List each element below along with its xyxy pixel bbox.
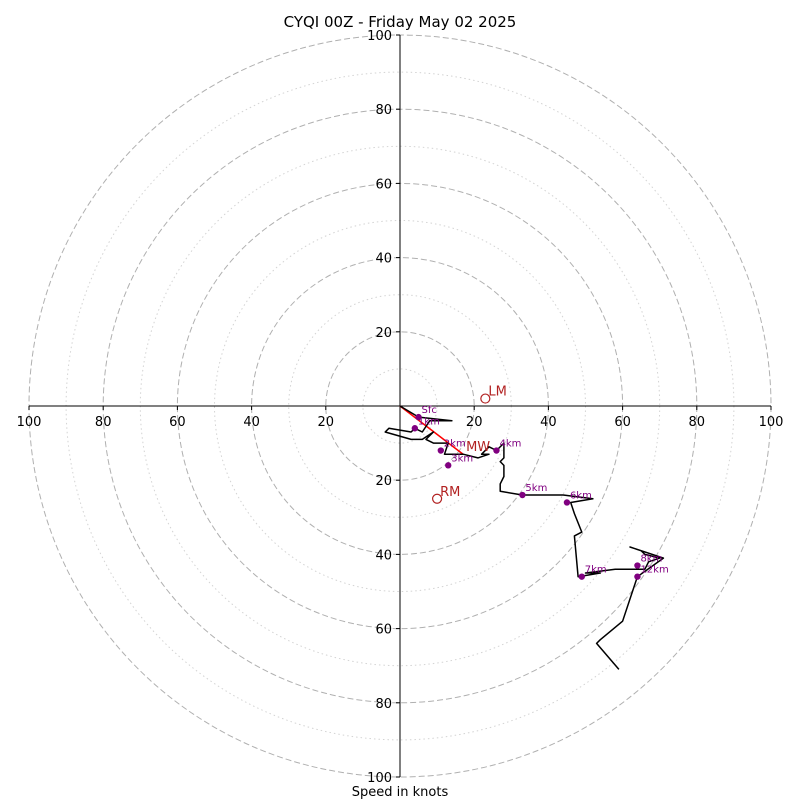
height-marker-label: 1km <box>418 416 440 427</box>
y-tick-label: 40 <box>375 252 392 267</box>
height-marker-label: 7km <box>585 565 607 576</box>
y-tick-label: 20 <box>375 326 392 341</box>
storm-motion-marker <box>480 393 491 404</box>
x-tick-label: 40 <box>243 415 260 430</box>
storm-motion-label: MW <box>466 440 490 455</box>
height-marker-dot <box>634 562 641 569</box>
height-marker-dot <box>493 447 500 454</box>
shear-vector <box>399 405 464 455</box>
x-tick-label: 20 <box>466 415 483 430</box>
storm-motion-markers: LM MW RM <box>432 385 507 504</box>
x-tick-label: 100 <box>17 415 42 430</box>
height-marker-dot <box>411 425 419 432</box>
chart-title: CYQI 00Z - Friday May 02 2025 <box>284 13 517 31</box>
height-marker-label: Sfc <box>422 405 437 416</box>
y-tick-label: 60 <box>375 177 392 192</box>
height-marker-label: 5km <box>525 483 547 494</box>
height-marker-dot <box>519 491 526 499</box>
storm-motion-label: LM <box>488 385 506 400</box>
x-tick-label: 80 <box>95 415 112 430</box>
y-tick-label: 100 <box>367 771 392 786</box>
y-tick-label: 20 <box>375 474 392 489</box>
x-tick-label: 40 <box>540 415 557 430</box>
height-marker-dot <box>563 499 571 506</box>
storm-motion-label: RM <box>440 485 460 500</box>
x-tick-label: 60 <box>169 415 186 430</box>
shear-line <box>399 405 464 455</box>
height-marker-label: 8km <box>640 554 662 565</box>
x-tick-label: 80 <box>689 415 706 430</box>
x-tick-label: 100 <box>759 415 784 430</box>
height-marker-label: 3km <box>451 453 473 464</box>
storm-motion-marker <box>432 493 443 504</box>
y-tick-label: 40 <box>375 548 392 563</box>
y-tick-label: 60 <box>375 623 392 638</box>
x-tick-label: 20 <box>318 415 335 430</box>
wind-trace <box>384 405 665 670</box>
height-marker-label: 2km <box>444 439 466 450</box>
height-marker-label: 6km <box>570 490 592 501</box>
height-marker-label: 12km <box>640 565 668 576</box>
y-tick-label: 80 <box>375 103 392 118</box>
height-marker-dot <box>578 573 585 580</box>
wind-trace-line <box>384 405 665 670</box>
tick-labels: 100 80 60 40 20 20 40 60 80 100 100 80 60 40 20 20 40 60 8… <box>17 29 784 786</box>
y-tick-label: 80 <box>375 697 392 712</box>
height-marker-dot <box>415 413 422 421</box>
y-tick-label: 100 <box>367 29 392 44</box>
height-marker-label: 4km <box>499 439 521 450</box>
height-marker-dot <box>445 462 452 469</box>
x-axis-label: Speed in knots <box>352 785 449 800</box>
height-marker-dot <box>634 573 641 580</box>
x-tick-label: 60 <box>614 415 631 430</box>
height-marker-dot <box>437 447 445 454</box>
